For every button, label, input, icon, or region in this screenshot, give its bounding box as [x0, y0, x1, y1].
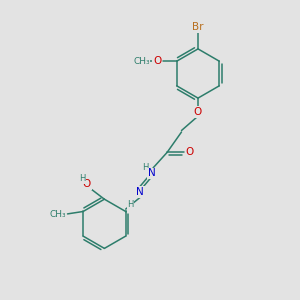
- Text: O: O: [153, 56, 161, 66]
- Text: CH₃: CH₃: [49, 210, 66, 219]
- Text: CH₃: CH₃: [133, 57, 150, 66]
- Text: O: O: [185, 147, 194, 158]
- Text: O: O: [194, 107, 202, 117]
- Text: N: N: [148, 168, 155, 178]
- Text: H: H: [127, 200, 134, 209]
- Text: N: N: [136, 187, 144, 197]
- Text: H: H: [142, 163, 148, 172]
- Text: Br: Br: [192, 22, 204, 32]
- Text: O: O: [83, 179, 91, 189]
- Text: H: H: [80, 174, 86, 183]
